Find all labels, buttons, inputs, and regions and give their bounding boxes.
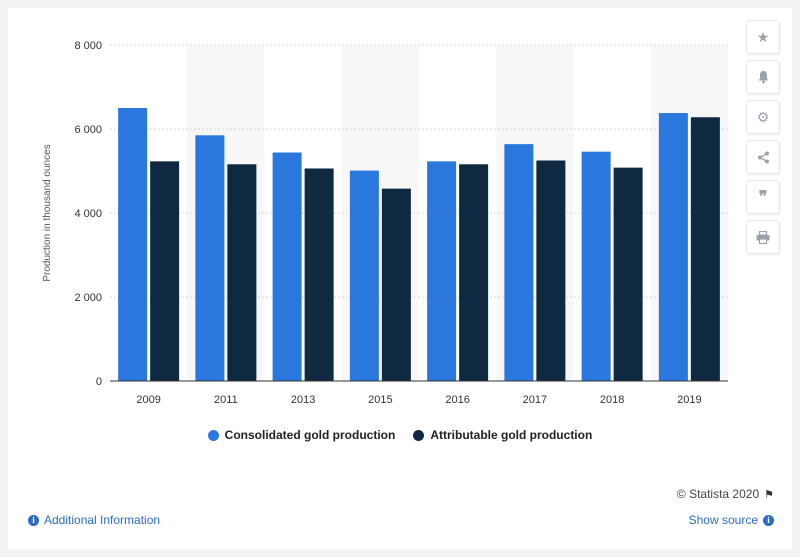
additional-information-label: Additional Information [44, 513, 161, 527]
share-icon[interactable] [746, 140, 780, 174]
show-source-link[interactable]: Show source i [689, 513, 774, 527]
bar-consolidated-2019 [658, 113, 688, 381]
bar-attributable-2017 [536, 160, 566, 381]
bar-consolidated-2011 [195, 135, 225, 381]
legend-label-consolidated: Consolidated gold production [224, 428, 396, 442]
bar-attributable-2013 [304, 168, 334, 381]
info-icon: i [28, 514, 39, 526]
x-tick-label: 2017 [523, 394, 547, 406]
x-tick-label: 2015 [368, 394, 392, 406]
bar-consolidated-2009 [118, 108, 148, 381]
quote-icon[interactable]: ❞ [746, 180, 780, 214]
bar-chart: 0 2 000 4 000 6 000 8 000 Production in thous… [42, 40, 728, 406]
x-tick-label: 2018 [600, 394, 624, 406]
bar-consolidated-2016 [427, 161, 457, 381]
x-tick-label: 2009 [136, 394, 160, 406]
credit-text: © Statista 2020 [676, 487, 760, 501]
bar-attributable-2009 [150, 161, 180, 381]
bar-attributable-2016 [459, 164, 489, 381]
legend-dot-consolidated [207, 429, 219, 441]
flag-icon: ⚑ [764, 488, 774, 501]
y-tick-label: 6 000 [74, 124, 102, 136]
y-tick-label: 0 [96, 376, 102, 388]
statista-credit[interactable]: © Statista 2020 ⚑ [677, 487, 774, 501]
bar-attributable-2011 [227, 164, 257, 381]
bar-consolidated-2013 [272, 152, 302, 381]
bar-attributable-2015 [381, 188, 411, 381]
y-axis-title: Production in thousand ounces [42, 144, 53, 281]
x-tick-label: 2011 [214, 394, 238, 406]
star-icon[interactable]: ★ [746, 20, 780, 54]
bell-glyph [758, 71, 768, 84]
show-source-label: Show source [688, 513, 758, 527]
additional-information-link[interactable]: i Additional Information [28, 513, 160, 527]
gear-icon[interactable]: ⚙ [746, 100, 780, 134]
x-tick-label: 2013 [291, 394, 315, 406]
bell-icon[interactable] [746, 60, 780, 94]
y-tick-label: 2 000 [74, 292, 102, 304]
bar-attributable-2018 [613, 167, 643, 381]
legend-item-consolidated[interactable]: Consolidated gold production [207, 428, 396, 442]
action-sidebar: ★ ⚙ ❞ [746, 20, 780, 254]
print-icon[interactable] [746, 220, 780, 254]
chart-card: 0 2 000 4 000 6 000 8 000 Production in thous… [8, 8, 792, 549]
legend-item-attributable[interactable]: Attributable gold production [413, 428, 592, 442]
bar-attributable-2019 [690, 117, 720, 382]
print-glyph [756, 230, 770, 244]
bar-consolidated-2015 [349, 170, 379, 381]
legend-dot-attributable [413, 429, 425, 441]
share-glyph [757, 151, 769, 163]
legend-label-attributable: Attributable gold production [430, 428, 593, 442]
x-tick-label: 2016 [445, 394, 469, 406]
info-icon: i [763, 514, 774, 526]
y-tick-label: 4 000 [74, 208, 102, 220]
bar-consolidated-2017 [504, 144, 534, 381]
y-tick-label: 8 000 [74, 40, 102, 52]
bar-consolidated-2018 [581, 151, 611, 381]
chart-legend: Consolidated gold production Attributabl… [8, 428, 792, 442]
x-tick-label: 2019 [677, 394, 701, 406]
